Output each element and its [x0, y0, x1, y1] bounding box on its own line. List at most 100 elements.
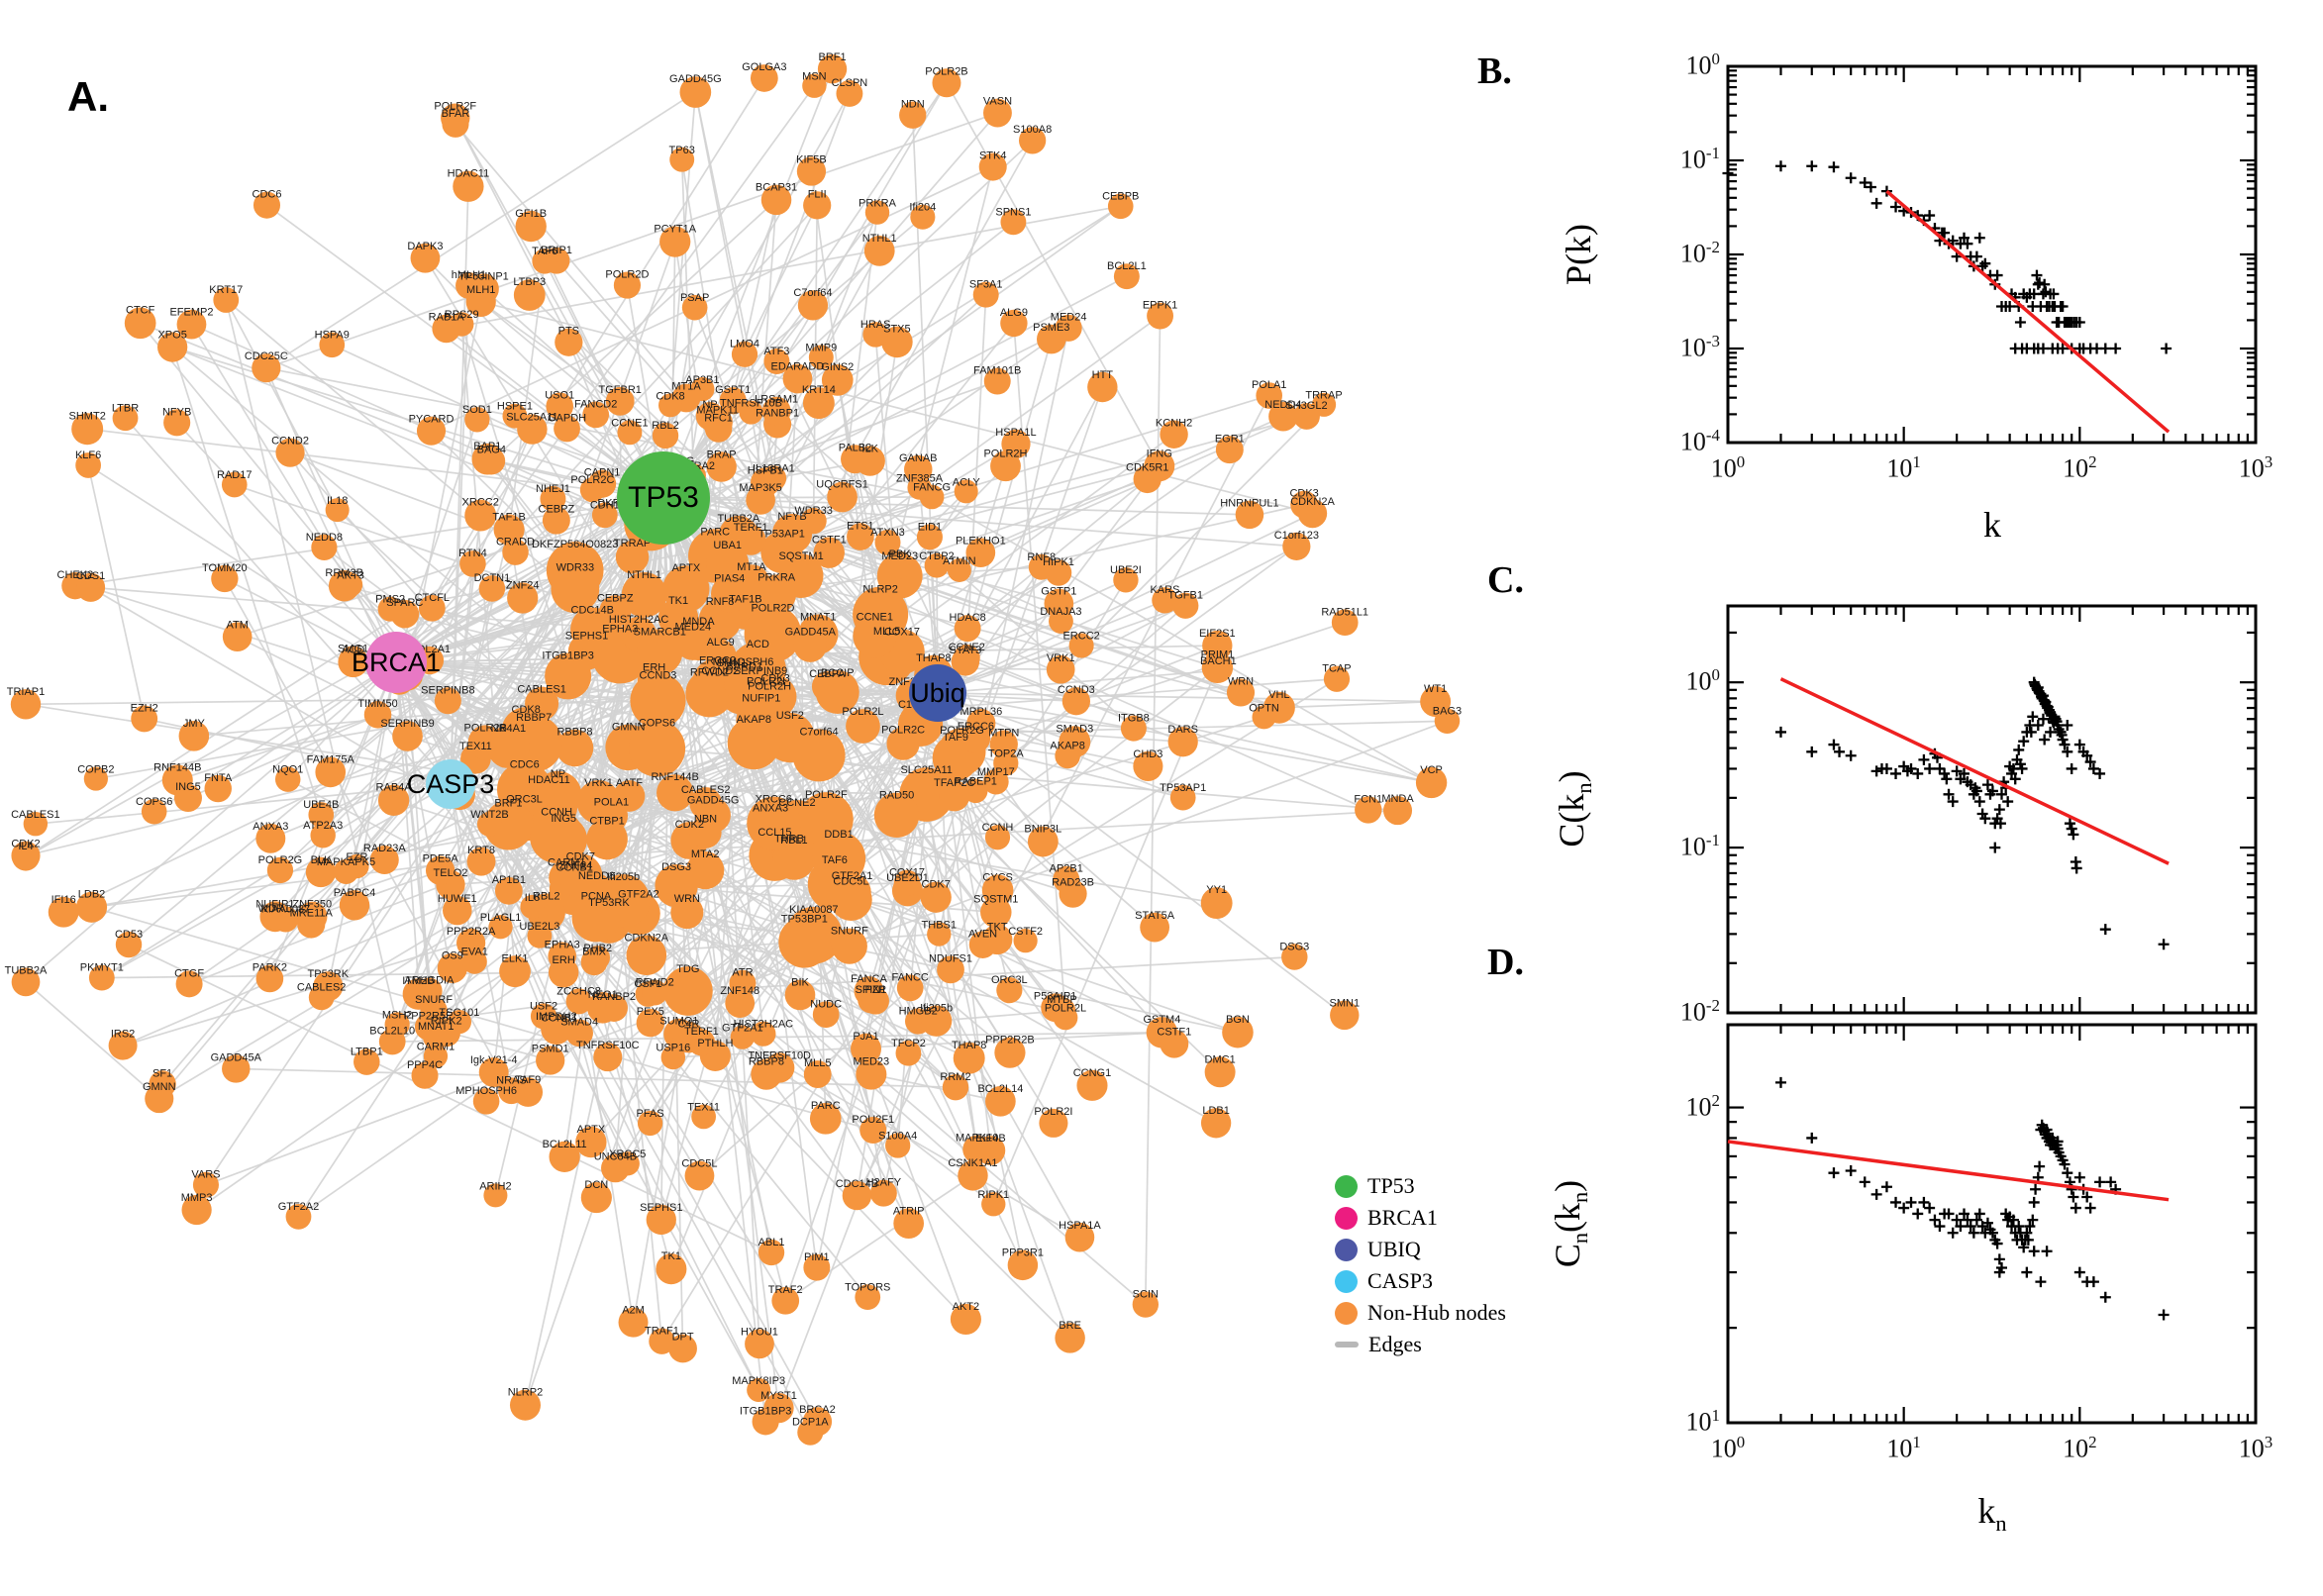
network-node-label: WNT2B — [470, 809, 509, 821]
network-node-label: TELO2 — [434, 867, 468, 879]
network-edge — [454, 117, 957, 1088]
legend-label: Edges — [1368, 1332, 1422, 1356]
network-node — [593, 1043, 623, 1072]
network-node-label: CDK3 — [760, 672, 789, 684]
network-node — [1053, 1005, 1078, 1031]
network-node-label: SUMO1 — [659, 1016, 698, 1028]
network-node — [812, 1001, 840, 1029]
network-node — [115, 931, 143, 958]
network-node — [751, 1058, 782, 1090]
network-node — [656, 1253, 687, 1285]
network-node-label: PTS — [558, 326, 579, 338]
legend-row-non-hub-nodes: Non-Hub nodes — [1335, 1297, 1506, 1329]
network-node-label: NEDD8 — [306, 532, 343, 544]
network-node-label: BCL2L11 — [543, 1139, 587, 1150]
network-node-label: POLA1 — [1252, 379, 1286, 391]
plot-c-y-tick-label: 100 — [1685, 665, 1720, 696]
network-node-label: GADD45A — [211, 1051, 262, 1063]
network-node-label: EID1 — [918, 521, 942, 533]
network-node-label: CDC5L — [833, 875, 868, 887]
network-node-label: MAPK11 — [696, 405, 739, 417]
network-node — [529, 809, 584, 863]
network-node-label: NP — [702, 399, 717, 411]
network-node — [259, 901, 291, 933]
network-node-label: POLR2I — [1034, 1106, 1072, 1118]
network-node — [478, 575, 506, 602]
network-node-label: XRCC6 — [756, 794, 792, 806]
network-node — [112, 405, 139, 432]
network-edge — [777, 837, 999, 1409]
network-node — [853, 614, 897, 658]
network-node — [1039, 1108, 1068, 1138]
network-node-label: TOMM20 — [202, 562, 248, 574]
network-node — [1222, 1016, 1254, 1048]
network-node-label: TAF6 — [532, 246, 557, 257]
network-node-label: PKMYT1 — [80, 962, 124, 974]
network-node-label: MTBP — [1047, 994, 1077, 1006]
network-node-label: PMS2 — [375, 594, 405, 606]
network-node — [545, 652, 592, 700]
network-node — [687, 1029, 716, 1056]
panel-b-label: B. — [1477, 50, 1512, 92]
network-node-label: ALG9 — [1000, 307, 1028, 319]
network-node-label: TGFBR1 — [599, 384, 642, 396]
network-node-label: CABLES2 — [681, 784, 731, 796]
network-node — [410, 243, 441, 273]
network-node-label: BNIP3L — [1024, 824, 1061, 836]
network-edge — [87, 428, 664, 499]
network-node-label: TP53RK — [308, 968, 350, 980]
network-node-label: AVEN — [968, 928, 997, 940]
network-node-label: ITGB1BP3 — [740, 1405, 792, 1417]
network-node-label: BARD1 — [726, 660, 762, 672]
plot-d-data-points — [1774, 1076, 2170, 1321]
network-node-label: CTGF — [174, 967, 204, 979]
network-node-label: HSPA1A — [1059, 1220, 1101, 1232]
legend-node-circle-icon — [1335, 1269, 1358, 1293]
network-node — [478, 1057, 509, 1087]
network-node — [75, 891, 108, 923]
network-node — [476, 811, 503, 837]
network-node-label: MRPL36 — [960, 706, 1002, 718]
network-node — [222, 622, 252, 651]
network-node — [1046, 654, 1075, 684]
network-node-label: ILK — [861, 443, 878, 454]
network-node — [464, 499, 497, 532]
plot-b-y-tick-label: 10-3 — [1679, 332, 1720, 362]
network-node-label: SLC25A11 — [506, 411, 557, 423]
network-node-label: AKT2 — [953, 1301, 980, 1313]
network-edge — [460, 324, 516, 972]
network-node — [1281, 944, 1308, 970]
network-node — [1169, 784, 1196, 811]
network-node — [618, 1307, 649, 1338]
network-node — [817, 54, 848, 84]
network-node-label: EZH2 — [131, 702, 158, 714]
network-node — [873, 792, 920, 839]
network-node-label: ERCC2 — [699, 655, 736, 667]
network-node-label: CCNE1 — [611, 417, 648, 429]
network-node — [962, 1135, 992, 1164]
network-node-label: CCL15 — [758, 827, 791, 839]
network-node — [163, 409, 191, 437]
network-node — [797, 1419, 824, 1446]
network-node — [455, 272, 482, 299]
network-node-label: MED24 — [675, 622, 712, 634]
network-edge — [431, 165, 994, 432]
network-edge — [662, 68, 834, 499]
legend-row-brca1: BRCA1 — [1335, 1202, 1506, 1234]
network-node-label: CLSPN — [832, 77, 868, 89]
network-node — [760, 184, 792, 216]
network-node-label: NDN — [901, 99, 925, 111]
network-node-label: BAP1 — [473, 441, 501, 452]
network-node — [493, 514, 525, 546]
network-node — [691, 1104, 716, 1130]
network-edge — [719, 654, 764, 1035]
network-node — [483, 1183, 508, 1208]
plot-b-x-tick-label: 102 — [2063, 452, 2097, 483]
network-node-label: ERH — [553, 954, 575, 966]
network-node-label: HSPA1L — [995, 427, 1036, 439]
network-node — [145, 1084, 174, 1114]
network-node — [542, 506, 570, 535]
network-edge — [937, 692, 1045, 843]
network-node-label: ZNF24 — [559, 859, 593, 871]
network-node — [1415, 766, 1448, 799]
